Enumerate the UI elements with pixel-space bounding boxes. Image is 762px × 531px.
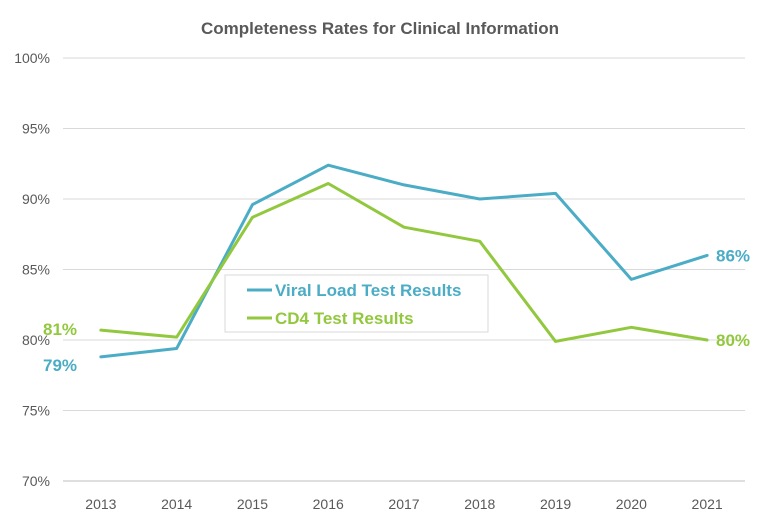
y-tick-label: 80% [22, 332, 50, 348]
legend-box [224, 274, 489, 333]
x-tick-label: 2021 [692, 496, 723, 512]
gridlines [63, 57, 745, 482]
data-label-start: 79% [43, 356, 77, 375]
x-tick-label: 2020 [616, 496, 647, 512]
x-tick-label: 2018 [464, 496, 495, 512]
data-label-start: 81% [43, 320, 77, 339]
x-tick-label: 2017 [388, 496, 419, 512]
data-labels: 79% 86% 81% 80% [43, 246, 750, 375]
series-lines [99, 163, 709, 359]
data-label-end: 80% [716, 331, 750, 350]
x-axis-ticks: 2013 2014 2015 2016 2017 2018 2019 2020 2021 [85, 496, 723, 512]
x-tick-label: 2016 [313, 496, 344, 512]
data-label-end: 86% [716, 246, 750, 265]
series-line-0 [99, 163, 709, 359]
y-tick-label: 85% [22, 262, 50, 278]
chart-title: Completeness Rates for Clinical Informat… [201, 19, 559, 38]
legend-label-viral-load: Viral Load Test Results [275, 281, 461, 300]
series-line-1 [99, 181, 709, 343]
legend: Viral Load Test Results CD4 Test Results [224, 274, 489, 333]
x-tick-label: 2013 [85, 496, 116, 512]
y-tick-label: 75% [22, 403, 50, 419]
x-tick-label: 2015 [237, 496, 268, 512]
x-tick-label: 2019 [540, 496, 571, 512]
y-tick-label: 70% [22, 473, 50, 489]
legend-label-cd4: CD4 Test Results [275, 309, 414, 328]
y-axis-ticks: 70% 75% 80% 85% 90% 95% 100% [14, 50, 50, 489]
y-tick-label: 100% [14, 50, 50, 66]
y-tick-label: 95% [22, 121, 50, 137]
x-tick-label: 2014 [161, 496, 192, 512]
y-tick-label: 90% [22, 191, 50, 207]
